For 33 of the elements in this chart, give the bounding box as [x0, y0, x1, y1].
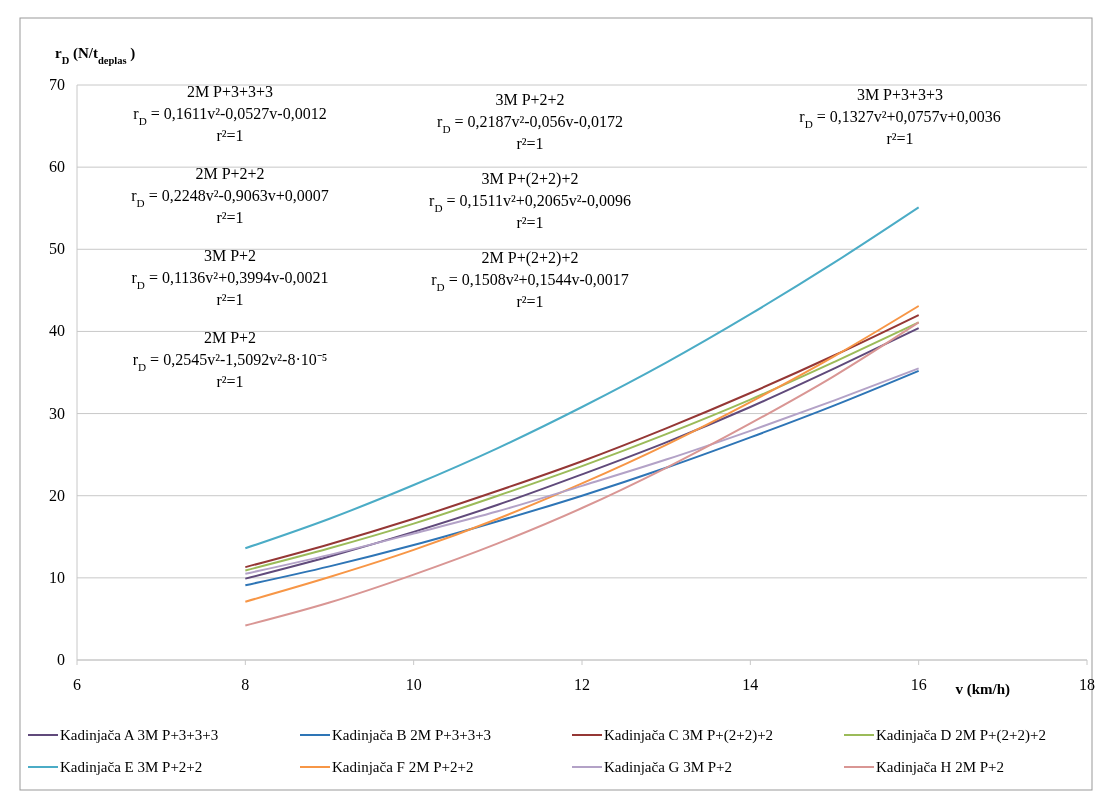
legend-label: Kadinjača D 2M P+(2+2)+2 [876, 727, 1046, 744]
text: 2M P+(2+2)+2 r$_{D}$= 0,1508v²+0,1544v-0,0017 r²=1 [431, 249, 629, 310]
text: 3M P+(2+2)+2 r$_{D}$= 0,1511v²+0,2065v²-0,0096 r²=1 [429, 170, 631, 231]
legend-label: Kadinjača A 3M P+3+3+3 [60, 727, 219, 743]
y-tick-label: 40 [49, 322, 65, 340]
y-axis-title: r$_{D}$ (N/t$_{deplas}$) [55, 45, 136, 66]
y-tick-label: 20 [49, 486, 65, 504]
x-tick-label: 12 [574, 676, 590, 693]
y-tick-label: 60 [49, 158, 65, 176]
legend-label: Kadinjača G 3M P+2 [604, 759, 733, 775]
y-tick-label: 10 [49, 568, 65, 586]
x-tick-label: 18 [1079, 676, 1095, 693]
x-axis-title: v (km/h) [955, 681, 1010, 698]
y-tick-label: 0 [57, 651, 65, 668]
text: 2M P+3+3+3 r$_{D}$= 0,1611v²-0,0527v-0,0012 r²=1 [133, 83, 327, 144]
y-tick-label: 70 [49, 76, 65, 93]
y-tick-label: 30 [49, 404, 65, 422]
legend-label: Kadinjača F 2M P+2+2 [332, 759, 474, 775]
text: 3M P+2 r$_{D}$= 0,1136v²+0,3994v-0,0021 r²=1 [131, 247, 329, 308]
x-tick-label: 6 [73, 676, 81, 693]
legend-label: Kadinjača H 2M P+2 [876, 759, 1005, 775]
x-tick-label: 16 [910, 676, 927, 693]
x-tick-label: 8 [241, 676, 250, 693]
x-tick-label: 14 [742, 676, 759, 693]
legend-label: Kadinjača E 3M P+2+2 [60, 759, 203, 775]
y-tick-label: 50 [49, 240, 65, 258]
text: 3M P+3+3+3 r$_{D}$= 0,1327v²+0,0757v+0,0036 r²=1 [799, 86, 1001, 147]
legend-label: Kadinjača B 2M P+3+3+3 [332, 727, 492, 743]
text: 3M P+2+2 r$_{D}$= 0,2187v²-0,056v-0,0172 r²=1 [437, 91, 623, 152]
x-tick-label: 10 [405, 676, 422, 693]
text: 2M P+2 r$_{D}$= 0,2545v²-1,5092v²-8·10⁻⁵ r²=1 [132, 329, 328, 390]
text: 2M P+2+2 r$_{D}$= 0,2248v²-0,9063v+0,0007 r²=1 [131, 165, 329, 226]
legend-label: Kadinjača C 3M P+(2+2)+2 [604, 727, 774, 744]
